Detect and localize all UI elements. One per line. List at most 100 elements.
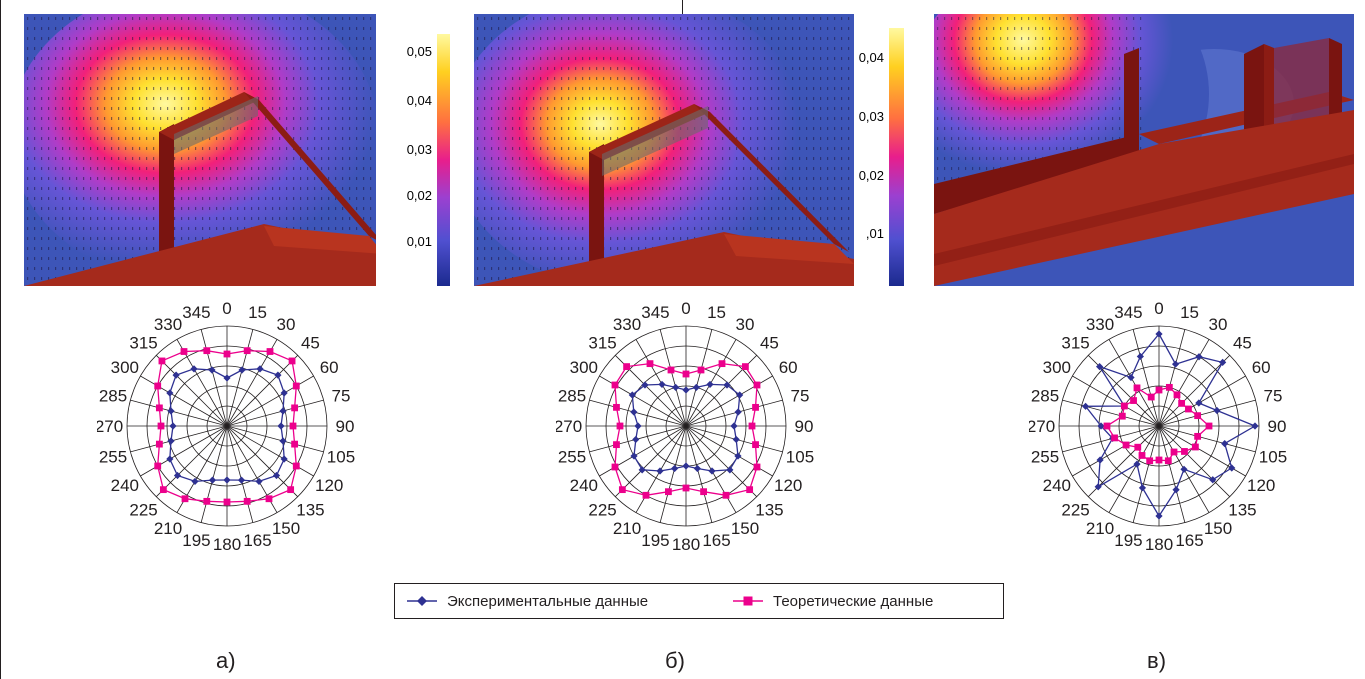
data-point-experimental xyxy=(682,386,690,394)
data-point-theoretical xyxy=(180,348,188,355)
polar-spoke xyxy=(1132,425,1160,523)
data-point-theoretical xyxy=(753,463,761,471)
data-point-experimental xyxy=(672,383,680,391)
polar-angle-label: 255 xyxy=(99,448,127,467)
data-point-experimental xyxy=(208,476,217,484)
data-point-theoretical xyxy=(618,486,626,494)
polar-angle-label: 90 xyxy=(1268,417,1287,436)
polar-angle-label: 120 xyxy=(1247,476,1275,495)
data-point-theoretical xyxy=(1191,443,1199,451)
polar-angle-label: 150 xyxy=(272,519,300,538)
polar-spoke xyxy=(200,329,228,427)
polar-angle-label: 285 xyxy=(99,386,127,405)
data-point-theoretical xyxy=(1181,448,1188,455)
polar-angle-label: 30 xyxy=(736,315,755,334)
polar-spoke xyxy=(1158,375,1246,427)
polar-spoke xyxy=(1158,329,1186,427)
polar-spoke xyxy=(156,355,228,427)
polar-angle-label: 105 xyxy=(1259,448,1287,467)
polar-angle-label: 150 xyxy=(731,519,759,538)
colorbar-b-tick-2: 0,02 xyxy=(859,168,884,183)
polar-spoke xyxy=(226,375,314,427)
polar-spoke xyxy=(1158,425,1256,453)
polar-spoke xyxy=(685,329,713,427)
polar-angle-label: 285 xyxy=(558,386,586,405)
polar-angle-label: 75 xyxy=(332,386,351,405)
data-point-experimental xyxy=(736,391,744,399)
data-point-experimental xyxy=(1251,422,1259,430)
polar-spoke xyxy=(685,399,783,427)
polar-angle-label: 240 xyxy=(111,476,139,495)
data-point-theoretical xyxy=(616,422,624,430)
polar-angle-label: 165 xyxy=(1175,531,1203,550)
polar-angle-label: 0 xyxy=(681,299,690,318)
data-point-experimental xyxy=(223,476,231,484)
data-point-experimental xyxy=(1094,483,1102,491)
data-point-theoretical xyxy=(203,347,211,355)
data-point-theoretical xyxy=(287,486,295,494)
polar-angle-label: 270 xyxy=(556,417,582,436)
colorbar-a-tick-4: 0,01 xyxy=(407,234,432,249)
legend-item-theoretical: Теоретические данные xyxy=(731,591,933,611)
polar-angle-label: 345 xyxy=(1114,303,1142,322)
data-point-experimental xyxy=(166,455,174,463)
data-point-theoretical xyxy=(223,498,231,506)
data-point-experimental xyxy=(166,389,174,397)
data-point-theoretical xyxy=(291,440,299,448)
data-point-theoretical xyxy=(752,441,759,449)
polar-angle-label: 60 xyxy=(1252,358,1271,377)
polar-angle-label: 270 xyxy=(97,417,123,436)
data-point-experimental xyxy=(1221,439,1229,448)
polar-angle-label: 30 xyxy=(1209,315,1228,334)
polar-angle-label: 60 xyxy=(779,358,798,377)
data-point-theoretical xyxy=(642,491,650,499)
data-point-theoretical xyxy=(1146,457,1154,465)
data-point-theoretical xyxy=(746,486,754,494)
polar-angle-label: 165 xyxy=(243,531,271,550)
polar-angle-label: 45 xyxy=(1233,334,1252,353)
frame-left-border xyxy=(0,0,1,679)
data-point-experimental xyxy=(1219,358,1227,366)
data-point-theoretical xyxy=(289,422,297,430)
data-point-experimental xyxy=(730,422,738,430)
polar-angle-label: 345 xyxy=(641,303,669,322)
polar-angle-label: 315 xyxy=(1061,334,1089,353)
polar-chart-b: 0 15 30 45 60 75 90 105 120 135 150 165 180 195 210 225… xyxy=(554,296,816,556)
data-point-theoretical xyxy=(1147,393,1155,401)
data-point-experimental xyxy=(190,365,198,373)
data-point-experimental xyxy=(630,408,638,416)
polar-chart-c: 0 15 30 45 60 75 90 105 120 135 150 165 180 195 210 225… xyxy=(1027,296,1289,556)
data-point-experimental xyxy=(223,374,231,382)
polar-spoke xyxy=(589,399,687,427)
data-point-theoretical xyxy=(1103,422,1111,430)
data-point-experimental xyxy=(671,464,679,473)
polar-spoke xyxy=(1072,375,1160,427)
polar-angle-label: 150 xyxy=(1204,519,1232,538)
data-point-theoretical xyxy=(646,360,654,368)
data-point-theoretical xyxy=(181,495,189,503)
polar-spoke xyxy=(685,425,757,497)
colorbar-b-tick-0: 0,04 xyxy=(859,50,884,65)
data-point-theoretical xyxy=(613,403,620,411)
data-point-theoretical xyxy=(158,357,166,365)
legend: Экспериментальные данные Теоретические д… xyxy=(394,583,1004,619)
data-point-theoretical xyxy=(722,491,730,499)
polar-spoke xyxy=(685,425,713,523)
polar-angle-label: 15 xyxy=(1180,303,1199,322)
panel-label-c: в) xyxy=(1147,648,1167,673)
data-point-theoretical xyxy=(1111,434,1118,442)
data-point-experimental xyxy=(1228,464,1236,472)
data-point-experimental xyxy=(1213,406,1221,415)
polar-angle-label: 330 xyxy=(1086,315,1114,334)
colorbar-a-tick-3: 0,02 xyxy=(407,188,432,203)
polar-angle-label: 240 xyxy=(570,476,598,495)
polar-angle-label: 165 xyxy=(702,531,730,550)
polar-spoke xyxy=(1062,399,1160,427)
data-point-theoretical xyxy=(718,360,726,368)
data-point-experimental xyxy=(734,408,742,416)
polar-angle-label: 15 xyxy=(707,303,726,322)
panel-label-a: а) xyxy=(216,648,236,673)
polar-angle-label: 120 xyxy=(315,476,343,495)
polar-spoke xyxy=(226,425,324,453)
polar-angle-label: 225 xyxy=(588,500,616,519)
